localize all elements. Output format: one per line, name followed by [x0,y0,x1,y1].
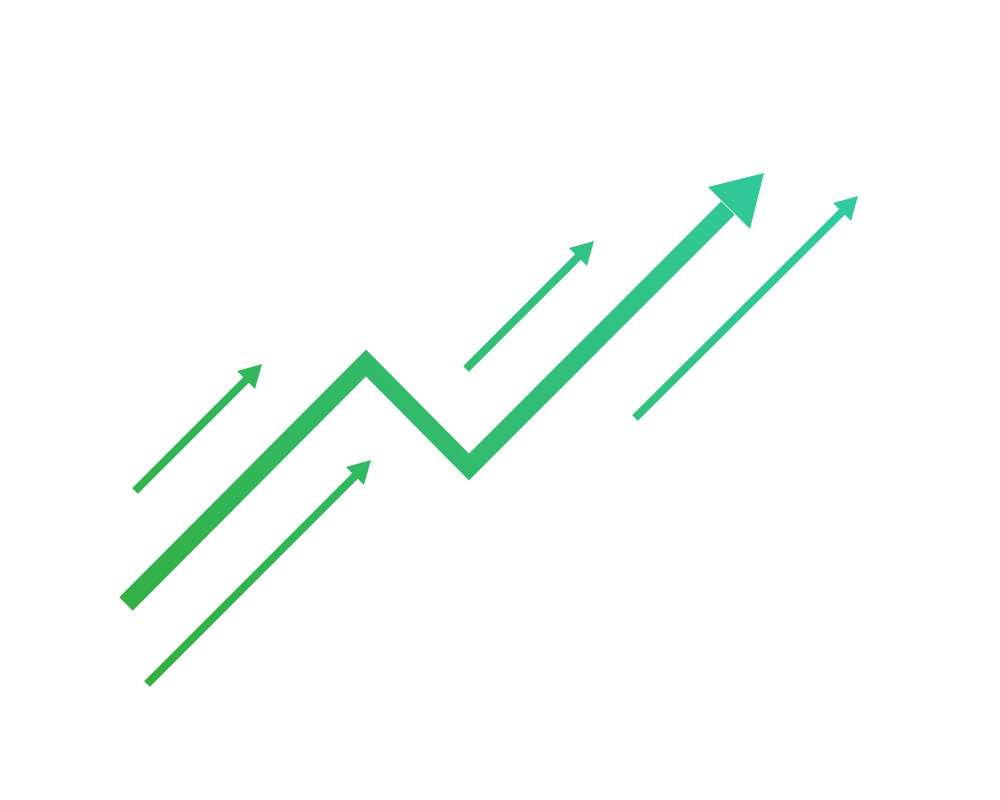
main-trend-arrow [119,173,764,611]
long-arrow-right [632,196,858,421]
main-trend-arrowhead [708,173,764,229]
small-arrow-upper-left [132,364,262,494]
main-trend-line [119,201,735,611]
small-arrow-middle [463,241,594,372]
long-arrow-lower-left [144,460,371,687]
